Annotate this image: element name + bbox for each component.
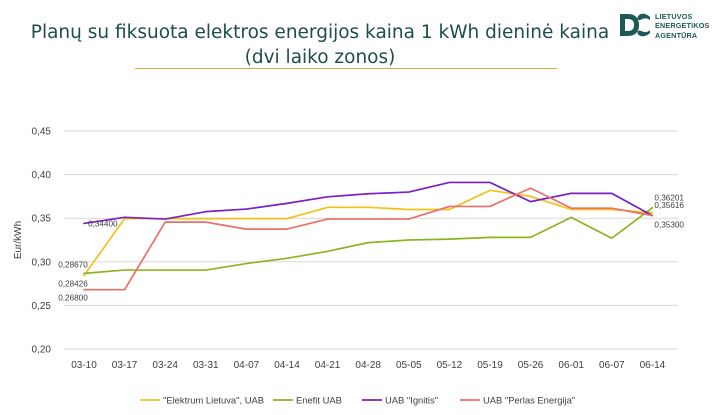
x-tick-label: 04-21 — [315, 360, 341, 371]
agency-logo: LIETUVOS ENERGETIKOS AGENTŪRA — [617, 10, 721, 44]
x-tick-label: 05-05 — [396, 360, 422, 371]
x-tick-label: 05-26 — [518, 360, 544, 371]
x-tick-label: 06-14 — [640, 360, 666, 371]
y-axis-label: Eur/kWh — [13, 221, 24, 259]
data-label: 0,28670 — [58, 260, 88, 269]
x-tick-label: 04-28 — [355, 360, 381, 371]
y-tick-label: 0,20 — [32, 345, 52, 356]
x-tick-label: 03-17 — [112, 360, 138, 371]
y-tick-label: 0,45 — [32, 127, 52, 138]
x-tick-label: 03-24 — [152, 360, 178, 371]
legend-item: UAB "Perlas Energija" — [460, 395, 575, 406]
legend-item: UAB "Ignitis" — [362, 395, 438, 406]
legend-label: UAB "Ignitis" — [385, 395, 438, 406]
chart-title-line-1: Planų su fiksuota elektros energijos kai… — [30, 22, 610, 43]
series-line — [83, 189, 654, 277]
y-tick-label: 0,35 — [32, 214, 52, 225]
legend-label: "Elektrum Lietuva", UAB — [163, 395, 264, 406]
series-line — [83, 206, 654, 275]
logo-line: AGENTŪRA — [655, 30, 698, 40]
agency-logo-text: LIETUVOS ENERGETIKOS AGENTŪRA — [655, 12, 710, 40]
x-tick-label: 03-10 — [71, 360, 97, 371]
data-label: 0,34400 — [88, 219, 118, 228]
series-line — [83, 181, 654, 225]
legend-item: Enefit UAB — [273, 395, 342, 406]
y-tick-label: 0,30 — [32, 257, 52, 268]
logo-line: LIETUVOS — [655, 12, 693, 21]
legend-label: UAB "Perlas Energija" — [483, 395, 575, 406]
data-label: 0,28426 — [58, 279, 88, 288]
data-label: 0,26800 — [58, 294, 88, 303]
chart-title-line-2: (dvi laiko zonos) — [244, 47, 396, 68]
data-label: 0,35616 — [654, 201, 684, 210]
chart-title: Planų su fiksuota elektros energijos kai… — [0, 20, 640, 70]
x-tick-label: 04-07 — [234, 360, 260, 371]
title-underline — [135, 68, 557, 69]
x-tick-label: 03-31 — [193, 360, 219, 371]
data-label: 0,36201 — [654, 194, 684, 203]
x-tick-label: 04-14 — [274, 360, 300, 371]
series-line — [83, 187, 654, 291]
legend-label: Enefit UAB — [296, 395, 342, 406]
y-tick-label: 0,25 — [32, 301, 52, 312]
agency-logo-icon — [620, 13, 650, 37]
logo-line: ENERGETIKOS — [655, 21, 710, 31]
x-tick-label: 06-07 — [599, 360, 625, 371]
x-tick-label: 06-01 — [558, 360, 584, 371]
legend-item: "Elektrum Lietuva", UAB — [140, 395, 264, 406]
x-tick-label: 05-12 — [437, 360, 463, 371]
x-tick-label: 05-19 — [477, 360, 503, 371]
y-tick-label: 0,40 — [32, 170, 52, 181]
data-label: 0,35300 — [654, 221, 684, 230]
